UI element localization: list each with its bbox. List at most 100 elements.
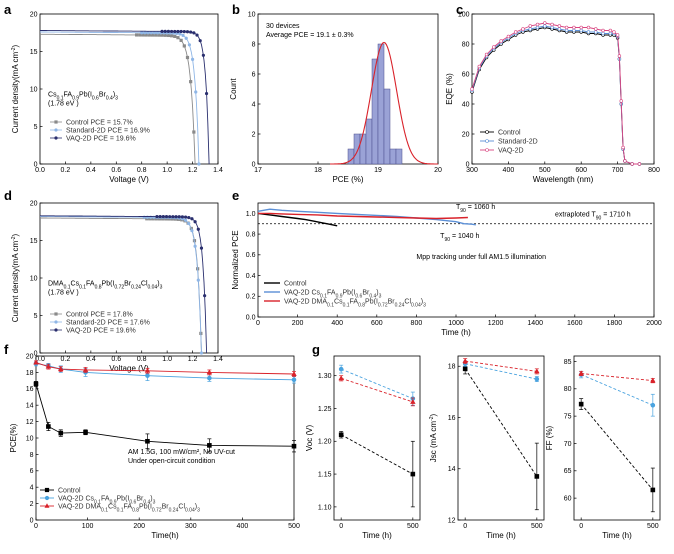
data-point — [485, 139, 489, 143]
data-point — [154, 33, 158, 37]
chart-c: 300 400 500 600 700 800 0 20 40 60 80 100 Wavelength… — [445, 11, 660, 184]
x-tick-label: 0.8 — [137, 356, 147, 363]
x-tick-label: 400 — [237, 523, 249, 530]
data-point — [163, 33, 167, 37]
plot-frame — [333, 355, 421, 521]
x-tick-label: 0 — [463, 523, 467, 530]
legend-label: Control PCE = 15.7% — [66, 119, 133, 126]
y-tick-label: 65 — [564, 468, 572, 475]
y-tick-label: 10 — [30, 86, 38, 93]
y-tick-label: 0 — [34, 161, 38, 168]
x-tick-label: 300 — [185, 523, 197, 530]
data-point — [44, 503, 50, 508]
t90-vaq-label: T90 = 1060 h — [456, 204, 495, 214]
y-axis-label: Voc (V) — [305, 425, 314, 452]
data-point — [140, 31, 144, 35]
y-tick-label: 60 — [564, 496, 572, 503]
data-point — [54, 328, 58, 332]
data-point — [198, 39, 202, 43]
x-axis-label: Time (h) — [441, 328, 471, 337]
x-tick-label: 0 — [256, 320, 260, 327]
histogram-bar — [359, 133, 367, 165]
data-point — [338, 432, 344, 438]
data-point — [145, 373, 150, 378]
y-tick-label: 60 — [462, 71, 470, 78]
x-tick-label: 1.0 — [162, 167, 172, 174]
y-tick-label: 20 — [462, 131, 470, 138]
y-tick-label: 75 — [564, 414, 572, 421]
legend-label: VAQ-2D Cs0.1FA0.9Pb(I0.6Br0.4)3 — [58, 495, 156, 505]
aging-condition-1: AM 1.5G, 100 mW/cm², No UV-cut — [128, 449, 235, 456]
data-point — [182, 29, 186, 34]
y-tick-label: 0 — [252, 161, 256, 168]
y-tick-label: 8 — [252, 41, 256, 48]
data-point — [586, 25, 591, 30]
data-point — [492, 45, 496, 49]
data-point — [619, 99, 623, 103]
extrapolated-t90-label: extraploted T90 = 1710 h — [555, 211, 631, 221]
data-point — [193, 244, 197, 248]
x-tick-label: 0.0 — [35, 167, 45, 174]
y-tick-label: 5 — [34, 124, 38, 131]
data-point — [185, 30, 190, 34]
x-tick-label: 500 — [407, 523, 419, 530]
data-point — [183, 218, 188, 222]
data-point — [637, 162, 642, 166]
data-point — [485, 130, 489, 134]
histogram-bar — [389, 148, 397, 165]
data-point — [177, 215, 181, 219]
data-point — [178, 32, 182, 36]
plot-frame — [457, 355, 545, 521]
data-point — [650, 402, 656, 408]
data-point — [623, 159, 627, 163]
x-tick-label: 1.0 — [162, 356, 172, 363]
y-tick-label: 14 — [26, 403, 34, 410]
data-point — [33, 359, 39, 365]
data-point — [166, 29, 171, 34]
y-tick-label: 14 — [448, 466, 456, 473]
x-tick-label: 500 — [539, 167, 551, 174]
y-tick-label: 80 — [462, 41, 470, 48]
composition-label: DMA0.1Cs0.1FA0.8Pb(I0.72Br0.24Cl0.04)3 — [48, 281, 163, 291]
gaussian-fit-curve — [330, 41, 438, 165]
x-axis-label: Time (h) — [602, 531, 632, 540]
jv-series-2 — [40, 214, 208, 354]
data-point — [83, 429, 88, 435]
panel-label-f: f — [4, 342, 9, 357]
x-tick-label: 19 — [374, 167, 382, 174]
x-tick-label: 600 — [575, 167, 587, 174]
legend-label: Control — [284, 280, 307, 287]
t90-standard-label: T90 = 1040 h — [440, 233, 479, 243]
y-tick-label: 1.10 — [318, 504, 332, 511]
data-point — [534, 368, 540, 374]
data-point — [196, 227, 200, 231]
data-point — [410, 398, 416, 404]
data-point — [179, 38, 183, 42]
x-axis-label: Time (h) — [486, 531, 516, 540]
x-tick-label: 0.6 — [111, 167, 121, 174]
data-point — [169, 29, 174, 34]
y-axis-label: EQE (%) — [445, 73, 454, 105]
legend-label: VAQ-2D — [498, 148, 524, 155]
data-point — [54, 136, 58, 140]
y-tick-label: 0.8 — [246, 231, 256, 238]
y-tick-label: 16 — [448, 415, 456, 422]
bandgap-label: (1.78 eV ) — [48, 290, 79, 297]
data-point — [201, 53, 205, 57]
eqe-curve — [471, 22, 640, 165]
x-tick-label: 2000 — [646, 320, 662, 327]
data-point — [194, 90, 198, 94]
legend-label: VAQ-2D DMA0.1Cs0.1FA0.8Pb(I0.72Br0.24Cl0… — [58, 503, 200, 513]
y-tick-label: 12 — [26, 419, 34, 426]
data-point — [54, 128, 58, 132]
data-point — [189, 30, 193, 34]
x-tick-label: 0.6 — [111, 356, 121, 363]
y-tick-label: 40 — [462, 101, 470, 108]
y-tick-label: 12 — [448, 517, 456, 524]
data-point — [160, 33, 164, 37]
y-tick-label: 1.20 — [318, 439, 332, 446]
data-point — [157, 33, 161, 37]
x-tick-label: 600 — [371, 320, 383, 327]
composition-label: Cs0.1FA0.9Pb(I0.6Br0.4)3 — [48, 92, 118, 102]
data-point — [185, 55, 190, 60]
